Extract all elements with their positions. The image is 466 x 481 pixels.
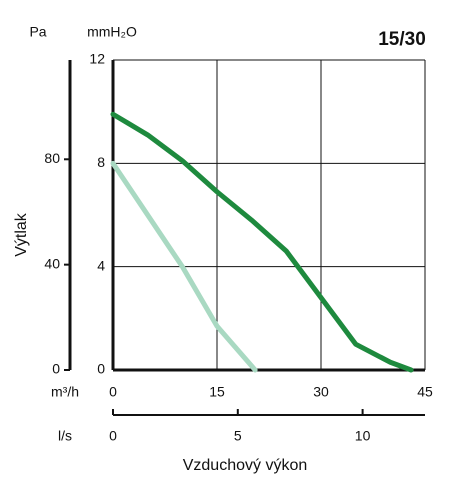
- curve: [110, 111, 414, 373]
- x2-tick-label: 5: [234, 428, 242, 444]
- x2-unit: l/s: [58, 428, 72, 444]
- y-tick-label: 8: [97, 154, 105, 170]
- x-unit: m³/h: [51, 384, 79, 400]
- x-tick-label: 45: [417, 384, 433, 400]
- x-tick-label: 30: [313, 384, 329, 400]
- y2-tick-label: 0: [52, 361, 60, 377]
- y-tick-label: 4: [97, 257, 105, 273]
- y2-tick-label: 40: [44, 255, 60, 271]
- curve: [110, 160, 258, 373]
- x2-tick-label: 0: [109, 428, 117, 444]
- x-label: Vzduchový výkon: [183, 457, 308, 474]
- y-label: Výtlak: [13, 212, 30, 257]
- y-tick-label: 12: [89, 51, 105, 67]
- y-unit: mmH₂O: [87, 24, 137, 40]
- x-tick-label: 15: [209, 384, 225, 400]
- x-tick-label: 0: [109, 384, 117, 400]
- y2-tick-label: 80: [44, 150, 60, 166]
- y2-unit: Pa: [29, 24, 46, 40]
- x2-tick-label: 10: [355, 428, 371, 444]
- chart-title: 15/30: [378, 29, 426, 50]
- y-tick-label: 0: [97, 361, 105, 377]
